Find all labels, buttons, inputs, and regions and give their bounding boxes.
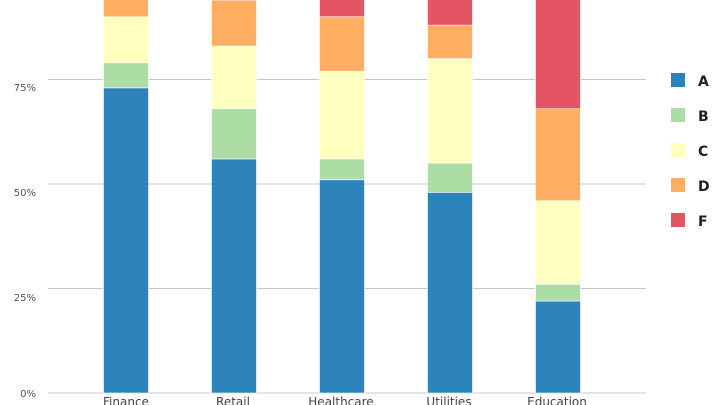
bar-segment-f-healthcare [319,0,365,18]
legend-swatch-a [671,73,685,87]
bar-segment-d-retail [211,0,257,47]
legend-swatch-c [671,143,685,157]
x-category-label: Healthcare [308,395,373,405]
bar-segment-c-education [535,200,581,285]
bar-segment-b-finance [103,62,149,89]
bar-segment-a-healthcare [319,179,365,394]
bars [103,0,581,394]
y-tick-label: 0% [20,389,36,400]
x-category-label: Utilities [426,395,471,405]
legend-label-d: D [698,179,710,195]
legend-swatch-f [671,213,685,227]
bar-segment-d-utilities [427,24,473,59]
bar-segment-c-retail [211,45,257,110]
x-category-label: Finance [103,395,149,405]
bar-segment-f-utilities [427,0,473,26]
legend-label-a: A [698,74,709,90]
bar-segment-c-finance [103,16,149,64]
legend: A B C D F [671,73,710,230]
bar-segment-a-education [535,300,581,394]
bar-segment-d-education [535,108,581,202]
bar-segment-b-retail [211,108,257,160]
bar-segment-f-education [535,0,581,110]
x-category-label: Retail [216,395,250,405]
bar-segment-c-healthcare [319,70,365,160]
y-axis-ticks: 0% 25% 50% 75% [14,83,36,400]
bar-segment-c-utilities [427,58,473,164]
y-tick-label: 50% [14,188,36,199]
bar-segment-a-retail [211,158,257,394]
bar-segment-b-utilities [427,162,473,193]
bar-segment-a-finance [103,87,149,394]
legend-label-b: B [698,109,709,125]
y-tick-label: 25% [14,293,36,304]
x-category-label: Education [527,395,587,405]
legend-swatch-b [671,108,685,122]
y-tick-label: 75% [14,83,36,94]
bar-segment-d-healthcare [319,16,365,72]
legend-swatch-d [671,178,685,192]
bar-segment-a-utilities [427,192,473,394]
legend-label-c: C [698,144,708,160]
bar-segment-b-healthcare [319,158,365,181]
bar-segment-b-education [535,284,581,302]
bar-segment-d-finance [103,0,149,18]
x-axis-categories: Finance Retail Healthcare Utilities Educ… [103,395,587,405]
legend-label-f: F [698,214,708,230]
